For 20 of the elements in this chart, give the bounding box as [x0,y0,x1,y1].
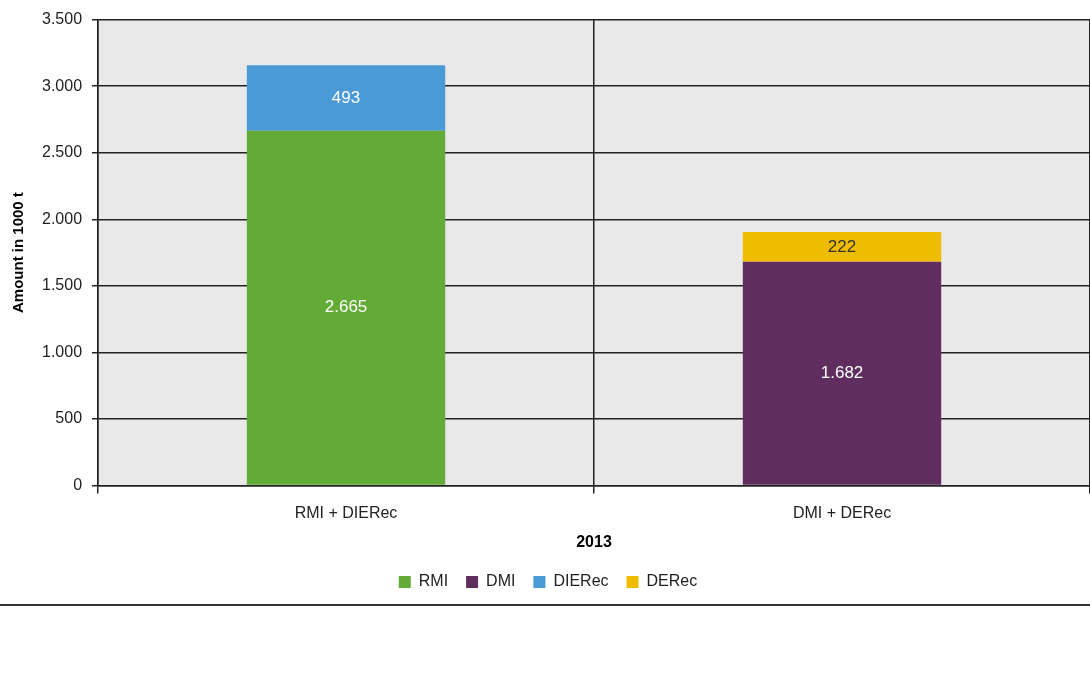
legend-label: RMI [418,572,449,590]
data-label: 2.665 [324,297,368,317]
y-tick-label: 2.500 [41,143,83,161]
data-label: 1.682 [820,362,864,382]
y-tick-label: 3.000 [41,76,83,94]
y-tick-label: 2.000 [41,209,83,227]
x-tick-label: DMI + DERec [792,503,892,521]
legend-label: DIERec [553,572,609,590]
y-tick-label: 500 [55,409,83,427]
legend-label: DMI [486,572,516,590]
legend-label: DERec [646,572,698,590]
y-tick-label: 0 [73,476,83,494]
y-axis-title: Amount in 1000 t [9,192,27,314]
x-tick-label: RMI + DIERec [294,503,398,521]
y-tick-label: 1.000 [41,342,83,360]
data-label: 222 [827,236,857,256]
y-tick-label: 3.500 [41,10,83,28]
x-axis-title: 2013 [576,532,612,550]
y-tick-label: 1.500 [41,276,83,294]
data-label: 493 [331,87,361,107]
